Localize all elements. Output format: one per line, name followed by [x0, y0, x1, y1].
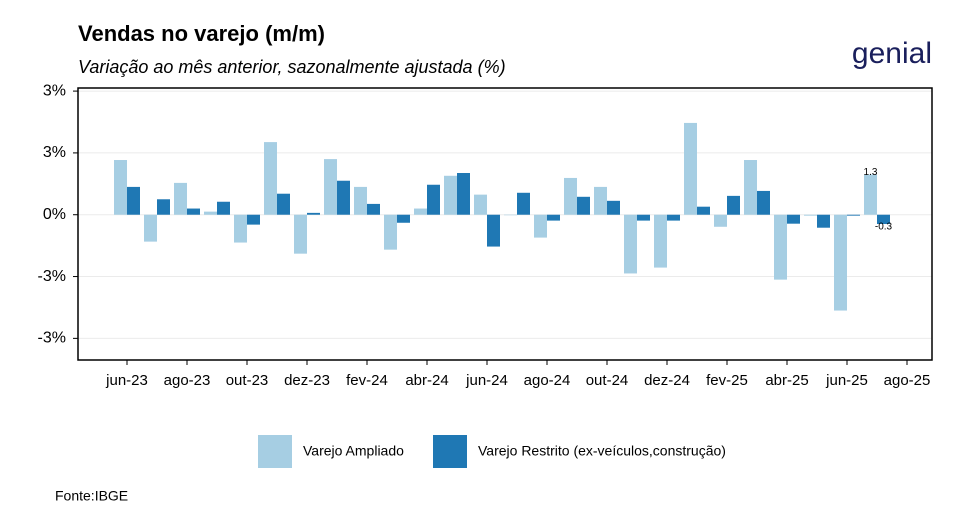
bar	[414, 208, 427, 215]
bar	[607, 200, 620, 215]
bar	[787, 214, 800, 224]
bar	[834, 214, 847, 311]
x-tick-label: dez-23	[284, 372, 330, 389]
x-tick-label: abr-24	[405, 372, 448, 389]
x-tick-label: ago-25	[884, 372, 931, 389]
bar	[354, 186, 367, 215]
y-tick-label: -3%	[38, 330, 66, 347]
bar	[264, 142, 277, 215]
value-label: -0.3	[875, 222, 893, 233]
x-tick-label: jun-24	[465, 372, 508, 389]
bar	[487, 214, 500, 247]
bar	[427, 184, 440, 215]
bar	[474, 194, 487, 215]
x-tick-label: out-24	[586, 372, 629, 389]
x-tick-label: ago-23	[164, 372, 211, 389]
x-tick-label: fev-25	[706, 372, 748, 389]
bar	[444, 175, 457, 215]
bar	[114, 160, 127, 215]
bar	[637, 214, 650, 221]
bar	[534, 214, 547, 238]
bar	[294, 214, 307, 254]
bar	[564, 177, 577, 215]
bar	[744, 160, 757, 215]
bar	[877, 214, 890, 224]
bar	[277, 193, 290, 215]
bar	[204, 211, 217, 215]
bar	[697, 206, 710, 215]
bar	[757, 190, 770, 215]
bar	[384, 214, 397, 250]
bar	[714, 214, 727, 227]
x-tick-label: out-23	[226, 372, 269, 389]
y-tick-label: -3%	[38, 268, 66, 285]
x-tick-label: jun-23	[105, 372, 148, 389]
bar	[397, 214, 410, 223]
bar	[324, 159, 337, 215]
bar	[577, 196, 590, 215]
bar	[547, 214, 560, 221]
bar	[247, 214, 260, 225]
logo: genial	[852, 37, 932, 70]
bar	[174, 182, 187, 215]
x-tick-label: jun-25	[825, 372, 868, 389]
chart-subtitle: Variação ao mês anterior, sazonalmente a…	[78, 57, 506, 77]
bar	[187, 208, 200, 215]
legend-swatch	[258, 435, 292, 468]
x-tick-label: fev-24	[346, 372, 388, 389]
bar	[864, 174, 877, 215]
x-tick-label: abr-25	[765, 372, 808, 389]
y-tick-label: 3%	[43, 144, 66, 161]
bar	[307, 212, 320, 215]
bar	[667, 214, 680, 221]
bar	[624, 214, 637, 274]
bar	[727, 195, 740, 215]
legend-label: Varejo Ampliado	[303, 443, 404, 459]
bar	[367, 203, 380, 215]
bar	[847, 214, 860, 216]
plot-frame	[77, 87, 933, 361]
bar	[127, 186, 140, 215]
bar	[457, 173, 470, 215]
bar	[144, 214, 157, 242]
x-tick-label: ago-24	[524, 372, 571, 389]
bar	[504, 214, 517, 216]
y-tick-label: 3%	[43, 82, 66, 99]
source: Fonte:IBGE	[55, 488, 128, 504]
bar	[684, 122, 697, 215]
bar	[517, 192, 530, 215]
legend-swatch	[433, 435, 467, 468]
bar	[594, 186, 607, 215]
bar	[157, 199, 170, 215]
bar	[217, 201, 230, 215]
y-tick-label: 0%	[43, 206, 66, 223]
bar	[654, 214, 667, 268]
bar	[817, 214, 830, 228]
x-tick-label: dez-24	[644, 372, 690, 389]
legend-label: Varejo Restrito (ex-veículos,construção)	[478, 443, 726, 459]
value-label: 1.3	[864, 167, 878, 178]
chart-title: Vendas no varejo (m/m)	[78, 21, 325, 46]
bar	[337, 180, 350, 215]
bar	[774, 214, 787, 280]
bar	[234, 214, 247, 243]
bar	[804, 214, 817, 216]
